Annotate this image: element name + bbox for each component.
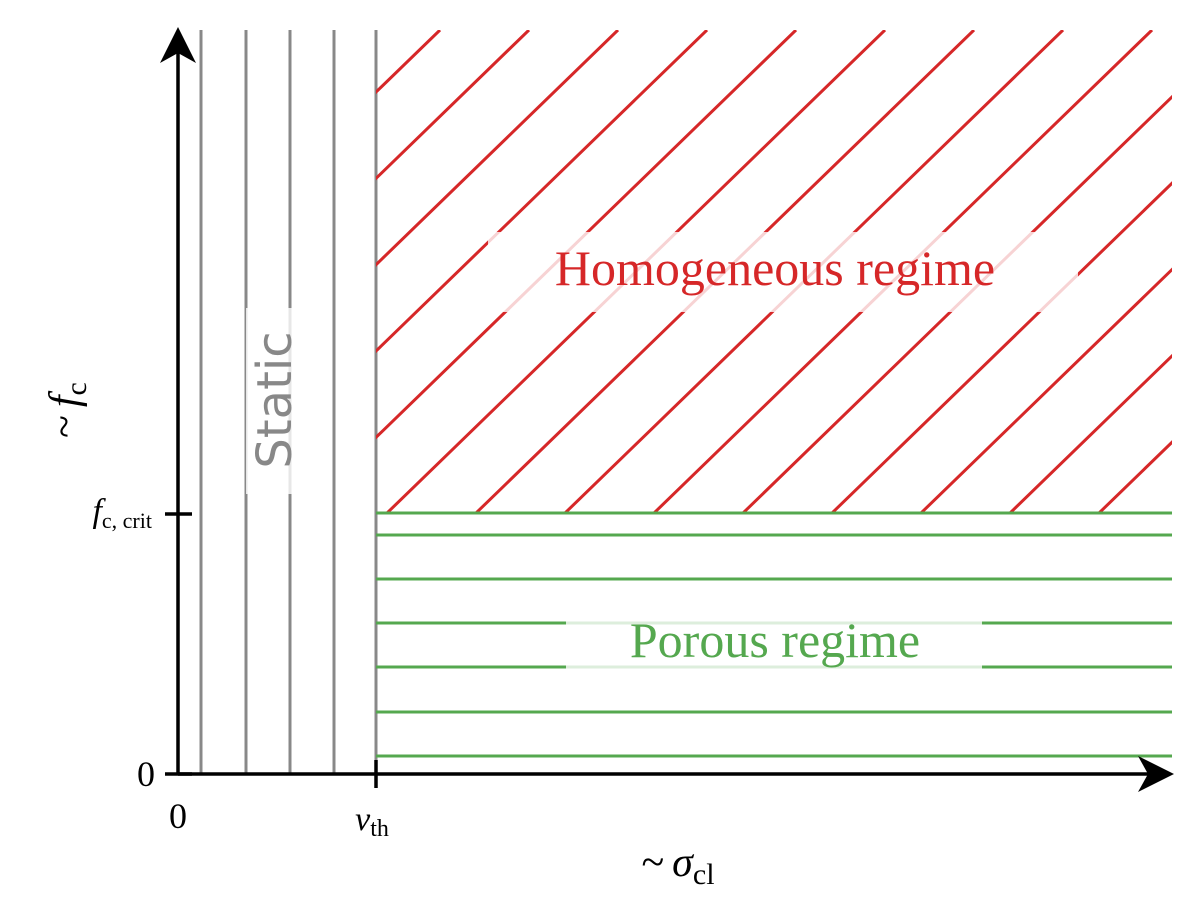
hatch-line [0, 30, 262, 515]
x-arrow [1138, 756, 1174, 792]
hatch-line [376, 30, 620, 267]
y-arrow [160, 27, 196, 63]
label-prefix: ~ [641, 840, 664, 886]
hatch-line [376, 30, 442, 95]
x-axis-label: ~ σcl [641, 840, 714, 891]
y-axis-label: ~fc [42, 382, 93, 438]
porous-label: Porous regime [630, 612, 920, 668]
hatch-line [828, 181, 1172, 514]
hatch-line [0, 30, 173, 515]
label-bg [246, 308, 296, 494]
hatch-line [1095, 440, 1172, 514]
y-tick-label: fc, crit [92, 493, 152, 533]
label-bg [566, 608, 982, 670]
y-tick-label: 0 [137, 754, 155, 794]
tick-subscript: th [370, 816, 389, 842]
axes [165, 38, 1165, 788]
hatch-line [376, 30, 709, 354]
label-subscript: c [60, 382, 93, 395]
homogeneous-label: Homogeneous regime [555, 240, 995, 296]
x-tick-label: vth [355, 801, 389, 842]
label-prefix: ~ [42, 415, 88, 438]
label-symbol: σ [672, 840, 695, 886]
static-label: Static [247, 331, 303, 468]
hatch-line [1006, 353, 1172, 514]
hatch-line [917, 267, 1172, 514]
x-tick-label: 0 [169, 796, 187, 836]
label-subscript: cl [693, 858, 715, 891]
label-bg [488, 232, 1078, 312]
hatch-line [376, 30, 531, 181]
tick-subscript: c, crit [102, 508, 152, 533]
tick-symbol: v [355, 801, 371, 838]
hatch-line [0, 30, 84, 515]
